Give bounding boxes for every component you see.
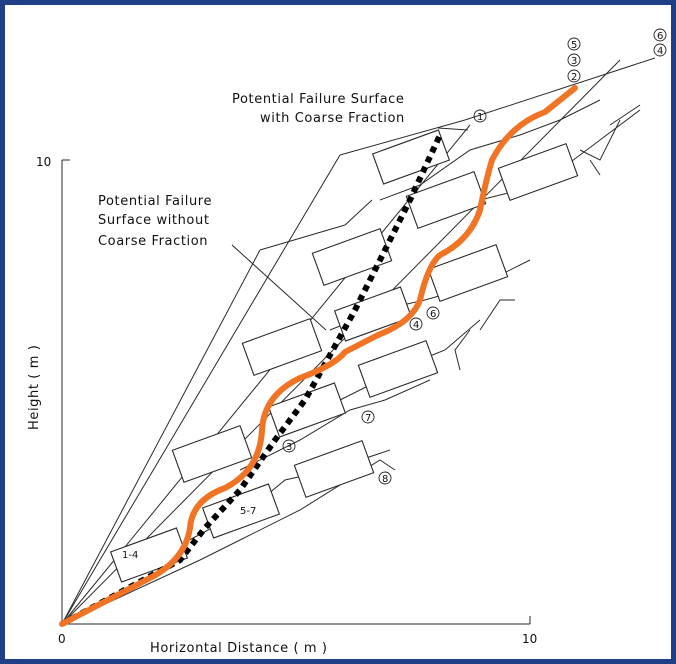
slope-envelope xyxy=(61,57,656,625)
marker-3-low: 3 xyxy=(282,439,296,453)
svg-text:7: 7 xyxy=(365,413,371,424)
svg-text:6: 6 xyxy=(430,309,436,320)
marker-2-top: 2 xyxy=(567,69,581,83)
svg-text:4: 4 xyxy=(413,320,419,331)
svg-text:8: 8 xyxy=(382,474,388,485)
marker-6-top: 6 xyxy=(653,28,667,42)
block-5 xyxy=(293,440,375,498)
block-12 xyxy=(371,129,451,185)
block-1 xyxy=(109,527,189,583)
svg-text:4: 4 xyxy=(657,46,663,57)
x-tick-label-0: 0 xyxy=(58,632,66,646)
facing-blocks xyxy=(109,129,579,583)
label-with-coarse-line1: Potential Failure Surface xyxy=(232,92,405,107)
svg-text:3: 3 xyxy=(286,442,292,453)
block-2 xyxy=(171,425,253,483)
block-10 xyxy=(427,244,509,302)
svg-text:5-7: 5-7 xyxy=(240,506,256,517)
block-9 xyxy=(311,228,393,286)
marker-4-mid: 4 xyxy=(409,317,423,331)
y-tick-label-10: 10 xyxy=(36,155,51,169)
x-axis-label: Horizontal Distance ( m ) xyxy=(150,641,328,656)
marker-6-mid: 6 xyxy=(426,306,440,320)
label-without-coarse-line3: Coarse Fraction xyxy=(98,234,208,249)
svg-text:1: 1 xyxy=(477,112,483,123)
marker-3-top: 3 xyxy=(567,53,581,67)
svg-text:6: 6 xyxy=(657,31,663,42)
svg-text:3: 3 xyxy=(571,56,577,67)
block-4 xyxy=(241,318,323,376)
marker-8: 8 xyxy=(378,471,392,485)
marker-1: 1 xyxy=(473,109,487,123)
svg-text:1-4: 1-4 xyxy=(122,550,138,561)
label-without-coarse-line2: Surface without xyxy=(98,213,210,228)
x-tick-label-10: 10 xyxy=(522,632,537,646)
block-8 xyxy=(357,340,439,398)
marker-5-top: 5 xyxy=(567,37,581,51)
marker-7: 7 xyxy=(361,410,375,424)
label-without-coarse-line1: Potential Failure xyxy=(98,194,212,209)
leader-with-coarse xyxy=(437,127,469,131)
svg-text:2: 2 xyxy=(571,72,577,83)
leader-without-coarse xyxy=(231,244,327,331)
block-7 xyxy=(333,286,413,342)
label-with-coarse-line2: with Coarse Fraction xyxy=(260,111,405,126)
marker-5-7: 5-7 xyxy=(240,506,256,517)
block-13 xyxy=(497,143,579,201)
svg-text:5: 5 xyxy=(571,40,577,51)
failure-surface-with-coarse xyxy=(59,85,578,627)
block-11 xyxy=(405,171,487,229)
marker-1-4: 1-4 xyxy=(122,550,138,561)
marker-4-top: 4 xyxy=(653,43,667,57)
y-axis-label: Height ( m ) xyxy=(27,345,42,430)
